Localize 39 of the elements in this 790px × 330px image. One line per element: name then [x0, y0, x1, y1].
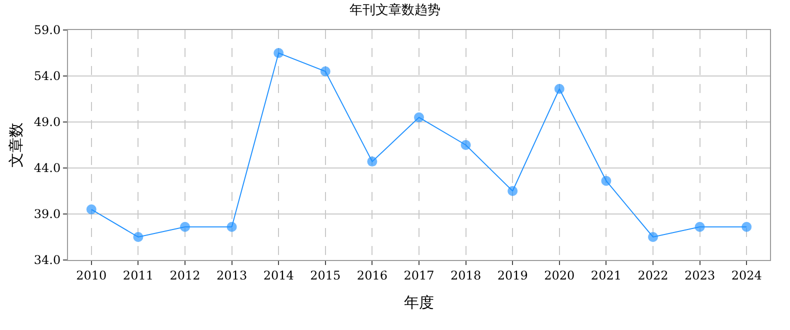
- x-tick-label: 2020: [544, 268, 575, 282]
- x-tick-label: 2014: [263, 268, 294, 282]
- x-tick-label: 2017: [404, 268, 434, 282]
- point: [460, 140, 471, 150]
- x-axis-title: 年度: [404, 293, 434, 312]
- point: [648, 232, 658, 242]
- point: [742, 222, 752, 232]
- x-tick-label: 2012: [170, 268, 200, 282]
- point: [508, 186, 518, 196]
- point: [367, 156, 378, 167]
- x-tick-label: 2016: [356, 268, 388, 282]
- x-tick-label: 2019: [497, 268, 528, 282]
- point: [601, 176, 612, 186]
- x-tick-label: 2011: [122, 268, 154, 282]
- y-tick-label: 34.0: [34, 253, 61, 268]
- y-tick-label: 54.0: [34, 69, 61, 84]
- x-tick-label: 2015: [310, 268, 341, 282]
- y-tick-label: 59.0: [34, 23, 61, 38]
- x-tick-label: 2023: [684, 268, 716, 282]
- point: [554, 84, 564, 94]
- point: [320, 66, 330, 76]
- chart-title: 年刊文章数趋势: [350, 3, 440, 18]
- y-tick-label: 39.0: [34, 207, 61, 222]
- point: [414, 112, 424, 122]
- point: [133, 232, 144, 242]
- x-tick-label: 2018: [450, 268, 482, 282]
- point: [694, 222, 705, 232]
- x-tick-label: 2021: [590, 268, 622, 282]
- y-tick-label: 49.0: [34, 115, 61, 130]
- point: [180, 222, 190, 232]
- point: [86, 204, 96, 214]
- x-tick-label: 2013: [216, 268, 248, 282]
- x-tick-label: 2024: [731, 268, 762, 282]
- x-tick-label: 2010: [76, 268, 107, 282]
- x-tick-label: 2022: [638, 268, 668, 282]
- y-axis-title: 文章数: [7, 122, 26, 168]
- y-tick-label: 44.0: [34, 161, 61, 176]
- point: [226, 222, 237, 232]
- point: [274, 48, 284, 58]
